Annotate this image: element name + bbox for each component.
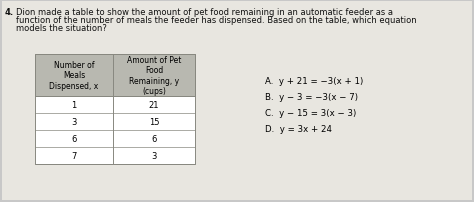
Text: 6: 6 <box>71 134 77 143</box>
Text: 21: 21 <box>149 101 159 109</box>
Text: 1: 1 <box>72 101 77 109</box>
Text: 3: 3 <box>151 151 157 160</box>
Text: function of the number of meals the feeder has dispensed. Based on the table, wh: function of the number of meals the feed… <box>16 16 417 25</box>
Text: Number of
Meals
Dispensed, x: Number of Meals Dispensed, x <box>49 61 99 90</box>
Text: models the situation?: models the situation? <box>16 24 107 33</box>
Bar <box>35 55 195 164</box>
Text: D.  y = 3x + 24: D. y = 3x + 24 <box>265 125 332 134</box>
Text: 4.: 4. <box>5 8 14 17</box>
Text: 7: 7 <box>71 151 77 160</box>
Bar <box>35 55 195 97</box>
Text: Dion made a table to show the amount of pet food remaining in an automatic feede: Dion made a table to show the amount of … <box>16 8 393 17</box>
Text: 6: 6 <box>151 134 157 143</box>
Text: Amount of Pet
Food
Remaining, y
(cups): Amount of Pet Food Remaining, y (cups) <box>127 56 181 96</box>
Text: A.  y + 21 = −3(x + 1): A. y + 21 = −3(x + 1) <box>265 77 363 86</box>
Text: 15: 15 <box>149 117 159 126</box>
Text: B.  y − 3 = −3(x − 7): B. y − 3 = −3(x − 7) <box>265 93 358 102</box>
Text: C.  y − 15 = 3(x − 3): C. y − 15 = 3(x − 3) <box>265 109 356 118</box>
Text: 3: 3 <box>71 117 77 126</box>
